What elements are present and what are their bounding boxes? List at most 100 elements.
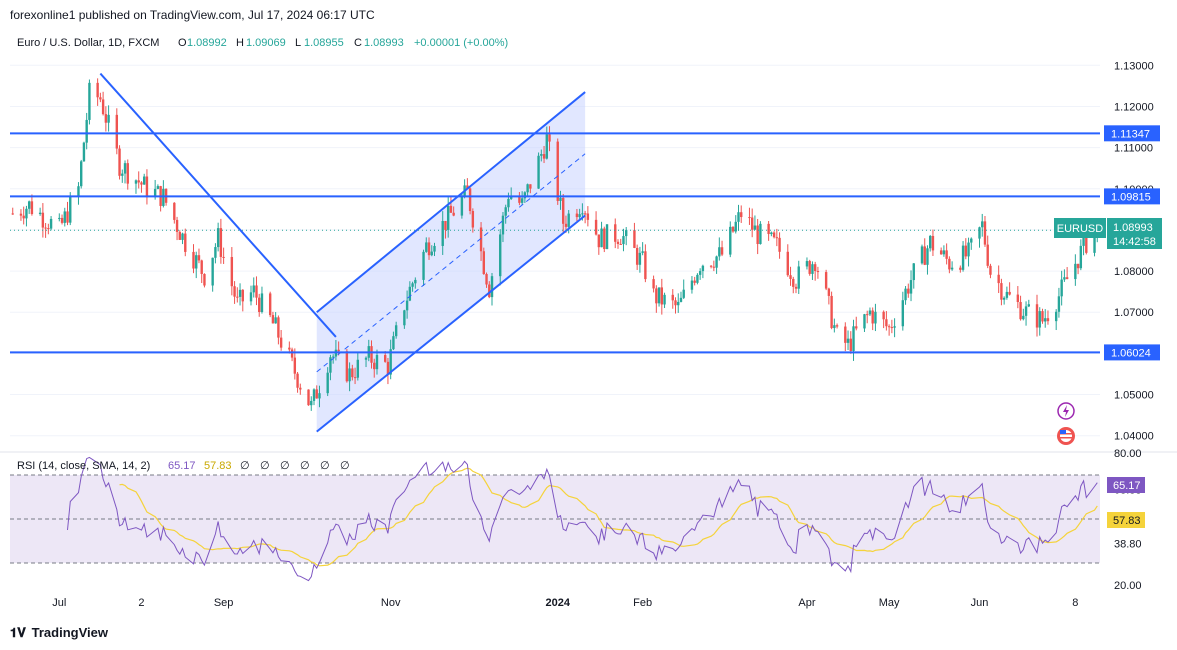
trendlines[interactable] — [99, 72, 586, 433]
candle — [633, 222, 636, 249]
candle — [600, 221, 603, 248]
candle — [38, 207, 42, 216]
candle — [674, 297, 677, 314]
candle — [945, 243, 948, 265]
candle — [824, 269, 828, 291]
candle — [318, 385, 321, 408]
lightning-event-icon[interactable] — [1057, 402, 1075, 420]
candle — [748, 207, 751, 225]
candle — [583, 210, 587, 224]
candle — [80, 159, 83, 189]
candle — [775, 228, 779, 247]
candle — [479, 222, 483, 261]
rsi-tick-label: 20.00 — [1114, 580, 1142, 592]
candle — [529, 184, 532, 194]
candle — [852, 319, 855, 361]
candle — [1046, 310, 1050, 325]
candle — [542, 145, 546, 164]
candle — [315, 385, 318, 399]
time-tick-label: Apr — [798, 597, 815, 609]
candle — [156, 184, 160, 190]
channel-midline — [316, 153, 586, 373]
candle — [635, 244, 639, 270]
candle — [1019, 295, 1022, 321]
candle — [162, 180, 165, 208]
time-tick-label: Jul — [52, 597, 66, 609]
time-tick-label: 8 — [1072, 597, 1078, 609]
candle — [671, 289, 674, 309]
candle — [241, 289, 244, 312]
candle — [696, 273, 699, 285]
candle — [578, 208, 581, 220]
candle — [277, 315, 280, 345]
rsi-legend: RSI (14, close, SMA, 14, 2) 65.17 57.83 … — [17, 460, 350, 472]
empty-value-mark: ∅ — [340, 460, 350, 472]
candle — [44, 222, 47, 238]
symbol-tag-bg — [1054, 218, 1106, 238]
level-tag-bg — [1104, 344, 1160, 361]
tradingview-logo-icon: 𝟏𝐕 — [10, 625, 26, 640]
candle — [1035, 294, 1039, 337]
candle — [931, 229, 935, 257]
candle — [468, 187, 472, 215]
candle — [811, 261, 814, 280]
descending-trendline — [99, 72, 337, 338]
candle — [767, 220, 770, 241]
high-value: 1.09069 — [246, 37, 286, 49]
candle — [663, 292, 666, 309]
candle — [731, 226, 735, 233]
candle — [121, 169, 124, 183]
candle — [69, 192, 72, 226]
price-axis[interactable]: 1.130001.120001.110001.100001.090001.080… — [1114, 60, 1154, 442]
rsi-line — [67, 456, 1098, 582]
horizontal-levels[interactable] — [10, 132, 1100, 354]
candle — [907, 283, 910, 298]
candle — [614, 218, 617, 249]
candle — [175, 216, 179, 241]
us-flag-event-icon[interactable] — [1057, 427, 1075, 445]
candle — [482, 247, 485, 275]
empty-value-mark: ∅ — [280, 460, 290, 472]
candle — [586, 206, 590, 227]
empty-value-mark: ∅ — [240, 460, 250, 472]
candle — [499, 229, 502, 286]
candle — [1076, 263, 1080, 275]
candle — [214, 243, 217, 264]
symbol-tag: EURUSD — [1057, 223, 1104, 235]
candle — [123, 160, 127, 184]
time-axis[interactable]: Jul 2 Sep Nov 2024 Feb Apr May Jun 8 — [52, 597, 1078, 609]
candle — [444, 220, 447, 239]
candle — [197, 248, 201, 264]
candle — [693, 276, 696, 286]
candle — [422, 249, 425, 286]
ascending-channel-fill[interactable] — [316, 92, 586, 432]
candle — [657, 287, 661, 307]
candle — [849, 331, 852, 354]
candle — [403, 309, 406, 329]
level-tag-bg — [1104, 188, 1160, 205]
price-tick-label: 1.05000 — [1114, 390, 1154, 402]
candle — [348, 362, 351, 392]
candle — [19, 209, 23, 221]
candle — [901, 291, 905, 331]
candle — [142, 173, 146, 185]
candlestick-series[interactable] — [11, 78, 1099, 411]
candle — [137, 171, 140, 189]
candle — [104, 106, 108, 132]
candle — [296, 371, 299, 393]
candle — [1065, 267, 1069, 280]
candle — [82, 141, 86, 162]
time-tick-label: Sep — [214, 597, 234, 609]
tradingview-logo[interactable]: 𝟏𝐕 TradingView — [10, 625, 108, 641]
candle — [408, 281, 412, 302]
ohlc-readout: O 1.08992 H 1.09069 L 1.08955 C 1.08993 … — [178, 37, 508, 49]
candle — [575, 208, 579, 221]
candle — [115, 108, 119, 155]
candle — [255, 276, 258, 306]
level-tags: 1.11347 1.09815 1.06024 — [1104, 125, 1160, 361]
candle — [808, 259, 811, 276]
candle — [967, 237, 970, 267]
candle — [526, 183, 529, 197]
candle — [504, 204, 507, 224]
